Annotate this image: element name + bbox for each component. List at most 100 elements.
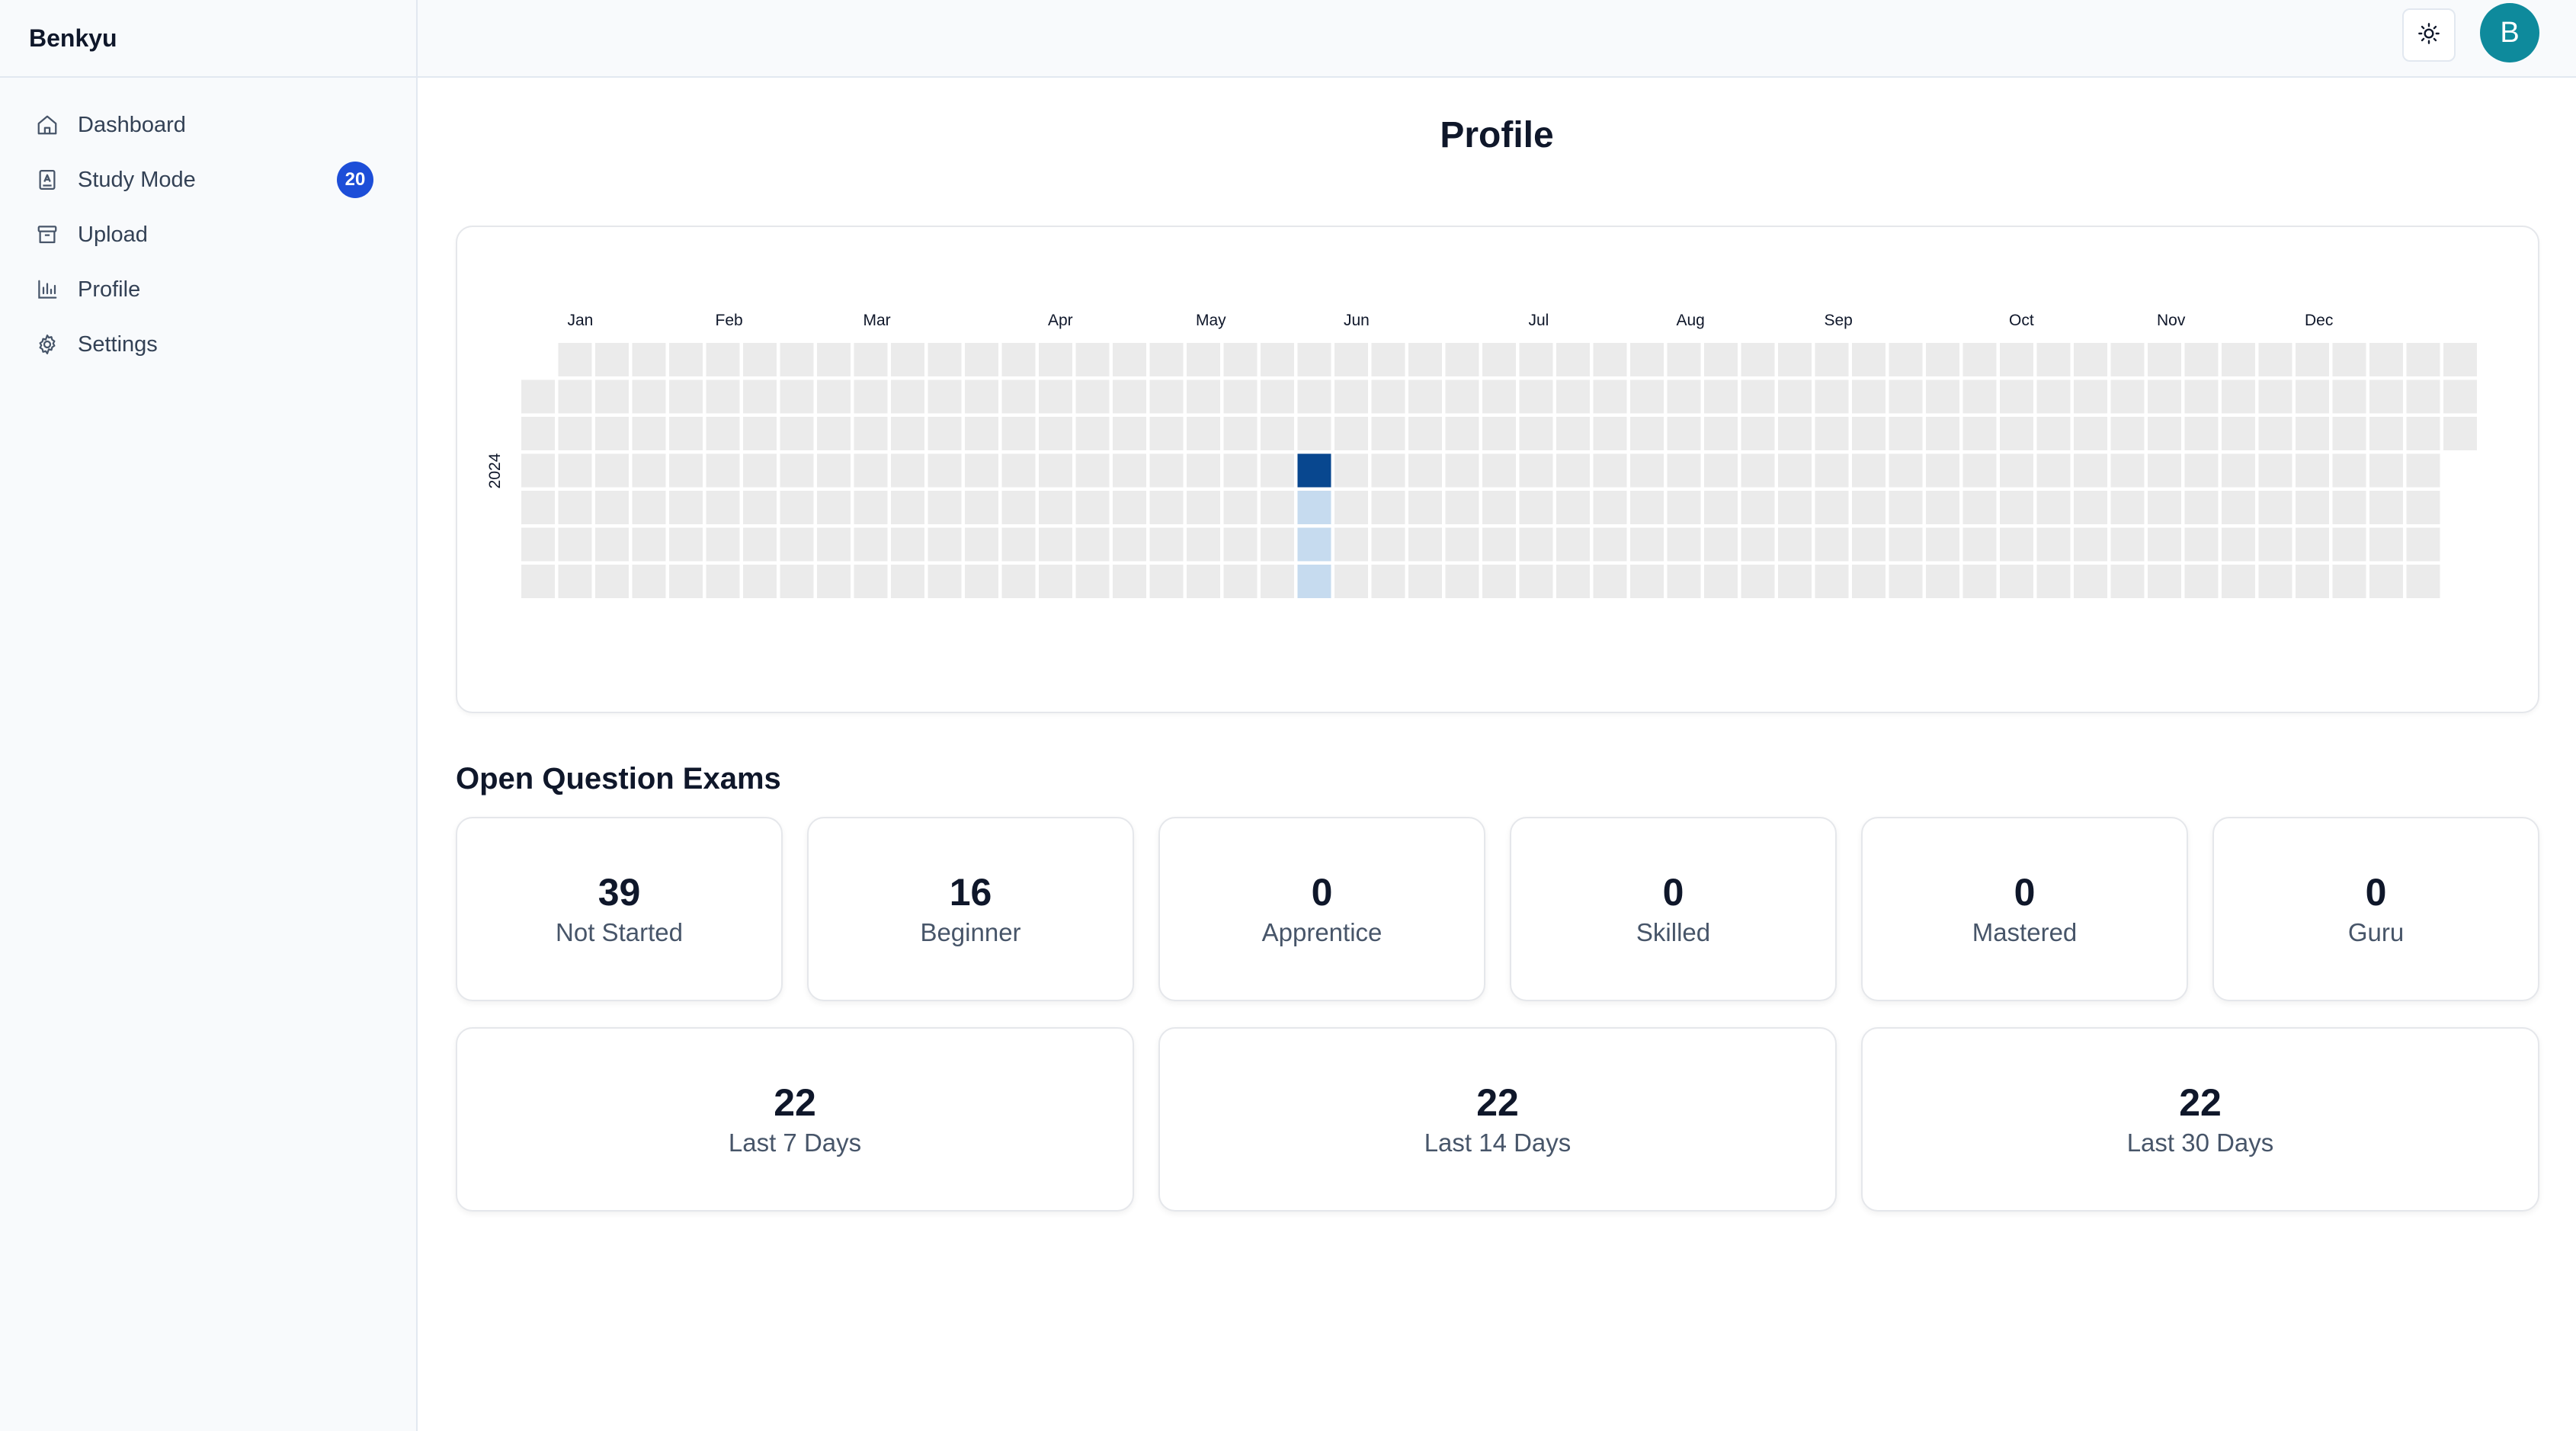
heatmap-cell[interactable]	[1445, 527, 1479, 562]
heatmap-cell[interactable]	[1815, 565, 1849, 598]
heatmap-cell[interactable]	[965, 565, 998, 598]
heatmap-cell[interactable]	[1445, 417, 1479, 450]
heatmap-cell[interactable]	[632, 565, 666, 598]
heatmap-cell[interactable]	[1297, 491, 1331, 524]
heatmap-cell[interactable]	[1297, 343, 1331, 376]
heatmap-cell[interactable]	[632, 379, 666, 414]
heatmap-cell[interactable]	[743, 453, 777, 488]
heatmap-cell[interactable]	[928, 417, 962, 450]
heatmap-cell[interactable]	[743, 379, 777, 414]
heatmap-cell[interactable]	[1371, 491, 1405, 524]
heatmap-cell[interactable]	[1815, 491, 1849, 524]
heatmap-cell[interactable]	[2148, 565, 2181, 598]
heatmap-cell[interactable]	[2074, 379, 2107, 414]
heatmap-cell[interactable]	[2184, 379, 2219, 414]
heatmap-cell[interactable]	[1667, 527, 1701, 562]
heatmap-cell[interactable]	[521, 453, 555, 488]
heatmap-cell[interactable]	[891, 343, 924, 376]
heatmap-cell[interactable]	[854, 379, 888, 414]
heatmap-cell[interactable]	[1667, 453, 1701, 488]
heatmap-cell[interactable]	[1962, 379, 1997, 414]
heatmap-cell[interactable]	[965, 453, 998, 488]
heatmap-cell[interactable]	[1962, 491, 1997, 524]
heatmap-cell[interactable]	[1075, 379, 1110, 414]
heatmap-cell[interactable]	[1926, 491, 1959, 524]
heatmap-cell[interactable]	[1741, 453, 1775, 488]
heatmap-cell[interactable]	[2369, 527, 2403, 562]
heatmap-cell[interactable]	[1741, 417, 1775, 450]
heatmap-cell[interactable]	[1039, 491, 1072, 524]
heatmap-cell[interactable]	[1039, 379, 1072, 414]
heatmap-cell[interactable]	[558, 527, 592, 562]
heatmap-cell[interactable]	[2332, 453, 2366, 488]
heatmap-cell[interactable]	[1926, 379, 1959, 414]
heatmap-cell[interactable]	[595, 343, 629, 376]
heatmap-cell[interactable]	[2110, 527, 2145, 562]
heatmap-cell[interactable]	[558, 491, 592, 524]
heatmap-cell[interactable]	[2296, 453, 2329, 488]
heatmap-cell[interactable]	[1149, 343, 1184, 376]
heatmap-cell[interactable]	[1149, 379, 1184, 414]
heatmap-cell[interactable]	[2148, 453, 2181, 488]
heatmap-cell[interactable]	[521, 527, 555, 562]
heatmap-cell[interactable]	[2074, 491, 2107, 524]
heatmap-cell[interactable]	[706, 491, 740, 524]
heatmap-cell[interactable]	[1778, 527, 1812, 562]
heatmap-cell[interactable]	[706, 527, 740, 562]
heatmap-cell[interactable]	[1704, 379, 1738, 414]
heatmap-cell[interactable]	[2332, 565, 2366, 598]
heatmap-cell[interactable]	[1962, 527, 1997, 562]
heatmap-cell[interactable]	[780, 417, 814, 450]
heatmap-cell[interactable]	[1075, 417, 1110, 450]
heatmap-cell[interactable]	[2222, 379, 2255, 414]
heatmap-cell[interactable]	[632, 343, 666, 376]
heatmap-cell[interactable]	[817, 527, 851, 562]
stat-card-last-14-days[interactable]: 22 Last 14 Days	[1158, 1027, 1837, 1212]
heatmap-cell[interactable]	[1704, 491, 1738, 524]
heatmap-cell[interactable]	[2184, 453, 2219, 488]
heatmap-cell[interactable]	[1704, 565, 1738, 598]
heatmap-cell[interactable]	[780, 565, 814, 598]
heatmap-cell[interactable]	[1039, 417, 1072, 450]
heatmap-cell[interactable]	[2222, 565, 2255, 598]
heatmap-cell[interactable]	[1187, 343, 1220, 376]
heatmap-cell[interactable]	[1962, 565, 1997, 598]
heatmap-cell[interactable]	[780, 453, 814, 488]
heatmap-cell[interactable]	[2258, 565, 2292, 598]
heatmap-cell[interactable]	[1187, 565, 1220, 598]
heatmap-cell[interactable]	[1261, 527, 1294, 562]
heatmap-cell[interactable]	[891, 565, 924, 598]
heatmap-cell[interactable]	[1630, 379, 1664, 414]
heatmap-cell[interactable]	[1667, 491, 1701, 524]
heatmap-cell[interactable]	[521, 491, 555, 524]
heatmap-cell[interactable]	[780, 527, 814, 562]
heatmap-cell[interactable]	[2369, 565, 2403, 598]
heatmap-cell[interactable]	[2332, 343, 2366, 376]
heatmap-cell[interactable]	[1926, 453, 1959, 488]
heatmap-cell[interactable]	[1556, 417, 1590, 450]
heatmap-cell[interactable]	[1704, 343, 1738, 376]
heatmap-cell[interactable]	[1223, 565, 1258, 598]
heatmap-cell[interactable]	[2074, 527, 2107, 562]
heatmap-cell[interactable]	[669, 565, 703, 598]
heatmap-cell[interactable]	[595, 417, 629, 450]
heatmap-cell[interactable]	[854, 453, 888, 488]
heatmap-cell[interactable]	[1519, 565, 1553, 598]
heatmap-cell[interactable]	[2110, 343, 2145, 376]
heatmap-cell[interactable]	[2184, 527, 2219, 562]
heatmap-cell[interactable]	[2110, 491, 2145, 524]
heatmap-cell[interactable]	[669, 527, 703, 562]
heatmap-cell[interactable]	[2296, 527, 2329, 562]
heatmap-cell[interactable]	[1704, 453, 1738, 488]
heatmap-cell[interactable]	[1926, 343, 1959, 376]
heatmap-cell[interactable]	[558, 379, 592, 414]
heatmap-cell[interactable]	[1334, 453, 1368, 488]
heatmap-cell[interactable]	[1001, 417, 1036, 450]
heatmap-cell[interactable]	[1815, 379, 1849, 414]
heatmap-cell[interactable]	[1001, 565, 1036, 598]
heatmap-cell[interactable]	[1001, 453, 1036, 488]
sidebar-item-settings[interactable]: Settings	[0, 317, 416, 372]
heatmap-cell[interactable]	[1075, 565, 1110, 598]
heatmap-cell[interactable]	[928, 379, 962, 414]
heatmap-cell[interactable]	[1593, 379, 1627, 414]
